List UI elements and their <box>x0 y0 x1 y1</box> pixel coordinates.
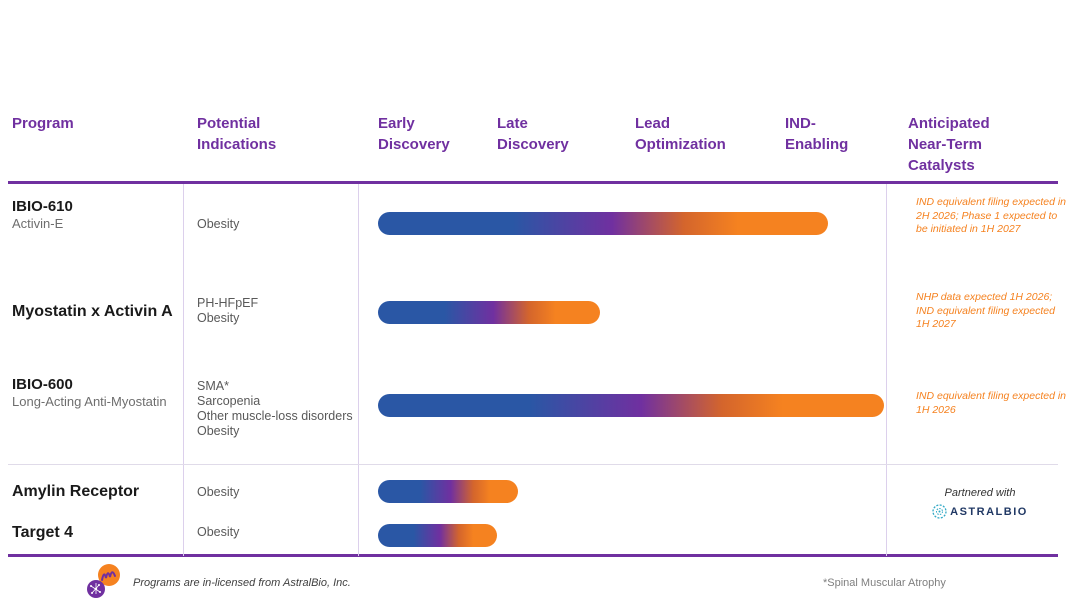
indication-item: Obesity <box>197 311 240 325</box>
column-header-catalysts: Anticipated Near-Term Catalysts <box>908 115 990 174</box>
indication-list: PH-HFpEF Obesity <box>197 296 258 326</box>
bottom-rule <box>8 554 1058 557</box>
indication-item: Other muscle-loss disorders <box>197 409 353 423</box>
catalyst-ibio-610: IND equivalent filing expected in 2H 202… <box>916 196 1067 235</box>
pipeline-bar-ibio-600 <box>378 394 884 417</box>
program-row-ibio-610: IBIO-610 Activin-E <box>12 198 180 232</box>
partnered-label: Partnered with <box>944 487 1016 499</box>
indication-item: Obesity <box>197 217 240 231</box>
indication-list: Obesity <box>197 485 239 500</box>
pipeline-bar-myostatin-activin-a <box>378 301 600 324</box>
company-logo-icon <box>87 564 120 598</box>
program-name: Amylin Receptor <box>12 483 140 500</box>
indication-item: SMA* <box>197 379 229 393</box>
program-row-target-4: Target 4 <box>12 524 187 542</box>
pipeline-bar-ibio-610 <box>378 212 828 235</box>
footer-note: Programs are in-licensed from AstralBio,… <box>133 577 351 589</box>
column-header-indications: Potential Indications <box>197 115 277 153</box>
program-name: IBIO-600 <box>12 376 73 393</box>
column-header-early-discovery: Early Discovery <box>378 115 450 153</box>
astralbio-globe-icon <box>932 504 947 519</box>
program-name: Target 4 <box>12 524 74 541</box>
indication-item: PH-HFpEF <box>197 296 259 310</box>
indication-list: Obesity <box>197 217 239 232</box>
catalyst-ibio-600: IND equivalent filing expected in 1H 202… <box>916 390 1067 416</box>
column-header-program: Program <box>12 115 74 132</box>
indication-list: SMA* Sarcopenia Other muscle-loss disord… <box>197 379 353 439</box>
program-name: IBIO-610 <box>12 198 73 215</box>
astralbio-logo: ASTRALBIO <box>900 504 1060 519</box>
indication-item: Sarcopenia <box>197 394 261 408</box>
pipeline-bar-amylin-receptor <box>378 480 518 503</box>
program-subtitle: Long-Acting Anti-Myostatin <box>12 394 167 409</box>
divider-indications-stages <box>358 184 359 556</box>
indication-item: Obesity <box>197 485 240 499</box>
header-rule <box>8 181 1058 184</box>
program-row-myostatin-activin-a: Myostatin x Activin A <box>12 303 187 321</box>
pipeline-bar-target-4 <box>378 524 497 547</box>
astralbio-wordmark: ASTRALBIO <box>950 505 1028 518</box>
partnered-block: Partnered with ASTRALBIO <box>900 487 1060 519</box>
program-row-amylin-receptor: Amylin Receptor <box>12 483 187 501</box>
divider-row-sections <box>8 464 1058 465</box>
divider-stages-catalysts <box>886 184 887 556</box>
indication-item: Obesity <box>197 525 240 539</box>
program-name: Myostatin x Activin A <box>12 303 173 320</box>
column-header-lead-optimization: Lead Optimization <box>635 115 726 153</box>
footnote-sma: *Spinal Muscular Atrophy <box>823 577 946 589</box>
program-row-ibio-600: IBIO-600 Long-Acting Anti-Myostatin <box>12 376 180 410</box>
indication-item: Obesity <box>197 424 240 438</box>
column-header-late-discovery: Late Discovery <box>497 115 569 153</box>
column-header-ind-enabling: IND- Enabling <box>785 115 849 153</box>
indication-list: Obesity <box>197 525 239 540</box>
company-logo <box>84 563 124 601</box>
catalyst-myostatin-activin-a: NHP data expected 1H 2026; IND equivalen… <box>916 291 1055 330</box>
divider-program-indications <box>183 184 184 556</box>
program-subtitle: Activin-E <box>12 216 64 231</box>
